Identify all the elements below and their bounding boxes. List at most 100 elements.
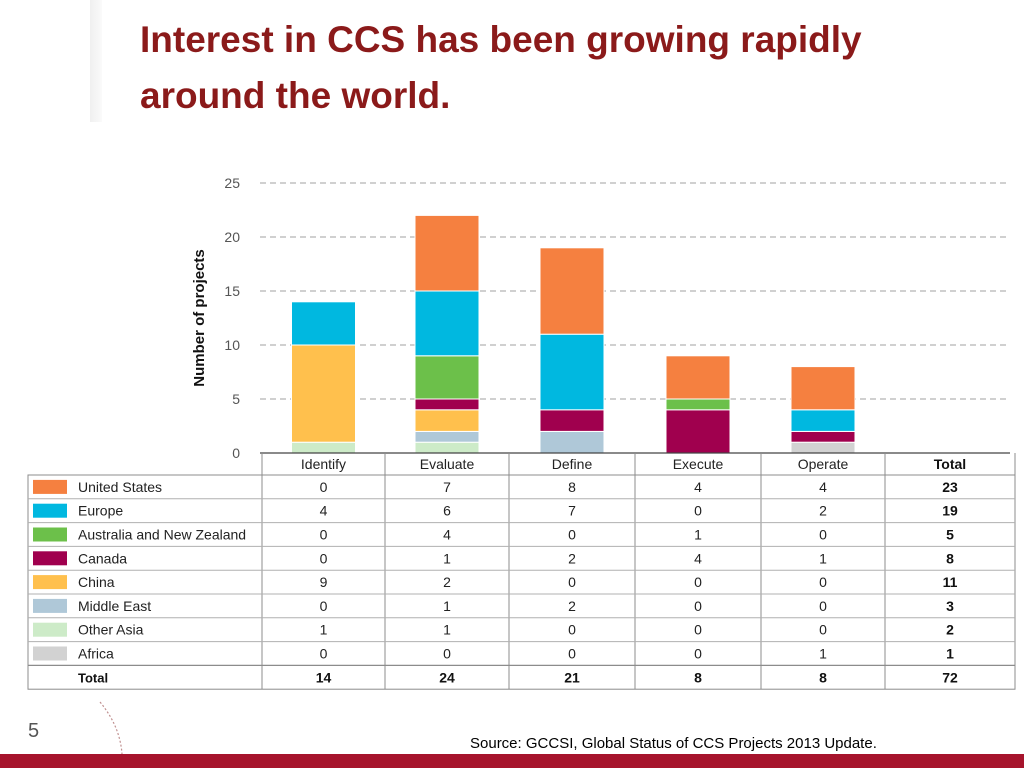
legend-swatch — [33, 622, 67, 637]
table-row-label: Australia and New Zealand — [78, 527, 246, 543]
table-cell-value: 4 — [694, 550, 702, 566]
legend-swatch — [33, 527, 67, 542]
table-cell-value: 0 — [443, 646, 451, 662]
y-tick-label: 20 — [224, 229, 240, 245]
source-note: Source: GCCSI, Global Status of CCS Proj… — [470, 735, 877, 752]
table-cell-value: 2 — [443, 574, 451, 590]
bar-segment — [790, 409, 856, 432]
table-header-evaluate: Evaluate — [420, 456, 475, 472]
table-row-total: 11 — [943, 574, 958, 590]
table-cell-value: 0 — [568, 527, 576, 543]
table-total-value: 21 — [564, 669, 580, 685]
y-tick-label: 25 — [224, 175, 240, 191]
table-cell-value: 4 — [320, 503, 328, 519]
table-cell-value: 1 — [694, 527, 702, 543]
table-row-total: 1 — [946, 646, 954, 662]
table-cell-value: 0 — [694, 622, 702, 638]
table-cell-value: 1 — [443, 550, 451, 566]
table-cell-value: 0 — [320, 527, 328, 543]
table-total-value: 14 — [316, 669, 332, 685]
table-frame — [27, 474, 1016, 690]
table-cell-value: 0 — [320, 479, 328, 495]
table-total-value: 8 — [819, 669, 827, 685]
table-cell-value: 0 — [568, 574, 576, 590]
table-row-total: 3 — [946, 598, 954, 614]
bar-segment — [414, 214, 480, 292]
table-cell-value: 6 — [443, 503, 451, 519]
table-cell-value: 1 — [443, 622, 451, 638]
bar-segment — [414, 290, 480, 357]
table-row-label: United States — [78, 479, 162, 495]
table-header-execute: Execute — [673, 456, 724, 472]
table-cell-value: 7 — [443, 479, 451, 495]
legend-swatch — [33, 503, 67, 518]
table-row-total: 19 — [942, 503, 958, 519]
legend-swatch — [33, 598, 67, 613]
table-cell-value: 0 — [694, 646, 702, 662]
table-row-total: 2 — [946, 622, 954, 638]
table-cell-value: 0 — [819, 574, 827, 590]
table-row-label: Canada — [78, 550, 127, 566]
table-header-operate: Operate — [798, 456, 849, 472]
bar-segment — [539, 409, 605, 432]
table-cell-value: 1 — [819, 646, 827, 662]
bar-segment — [539, 247, 605, 335]
legend-swatch — [33, 551, 67, 566]
bar-segment — [539, 430, 605, 454]
legend-swatch — [33, 646, 67, 661]
title-line-2: around the world. — [140, 75, 451, 116]
bar-segment — [414, 398, 480, 411]
slide-title: Interest in CCS has been growing rapidly… — [140, 12, 1000, 124]
y-tick-label: 10 — [224, 337, 240, 353]
slide-number: 5 — [28, 720, 40, 742]
table-total-label: Total — [78, 670, 108, 685]
table-header-total: Total — [934, 456, 966, 472]
bar-segment — [790, 366, 856, 411]
bar-segment — [291, 441, 356, 454]
bar-segment — [665, 398, 731, 411]
table-cell-value: 0 — [320, 646, 328, 662]
table-row-label: Europe — [78, 503, 123, 519]
table-cell-value: 4 — [694, 479, 702, 495]
table-cell-value: 0 — [694, 503, 702, 519]
y-tick-label: 5 — [232, 391, 240, 407]
table-cell-value: 4 — [819, 479, 827, 495]
table-grand-total: 72 — [942, 669, 958, 685]
title-side-accent — [90, 0, 102, 122]
footer-band — [0, 754, 1024, 768]
bar-segment — [665, 409, 731, 454]
table-cell-value: 1 — [320, 622, 328, 638]
table-cell-value: 2 — [568, 550, 576, 566]
y-axis-label: Number of projects — [191, 249, 208, 387]
table-row-total: 5 — [946, 527, 954, 543]
table-cell-value: 0 — [320, 598, 328, 614]
table-header-identify: Identify — [301, 456, 346, 472]
table-header-define: Define — [552, 456, 593, 472]
table-cell-value: 2 — [568, 598, 576, 614]
bar-segment — [414, 441, 480, 454]
table-cell-value: 9 — [320, 574, 328, 590]
bar-segment — [790, 430, 856, 443]
bar-segment — [414, 430, 480, 443]
table-cell-value: 8 — [568, 479, 576, 495]
y-tick-label: 0 — [232, 445, 240, 461]
bar-segment — [414, 355, 480, 400]
table-cell-value: 0 — [320, 550, 328, 566]
table-row-total: 8 — [946, 550, 954, 566]
table-row-label: China — [78, 574, 115, 590]
bar-segment — [665, 355, 731, 400]
table-cell-value: 4 — [443, 527, 451, 543]
table-row-label: Other Asia — [78, 622, 144, 638]
table-row-label: Middle East — [78, 598, 151, 614]
y-tick-label: 15 — [224, 283, 240, 299]
title-line-1: Interest in CCS has been growing rapidly — [140, 19, 862, 60]
table-cell-value: 1 — [443, 598, 451, 614]
bar-segment — [790, 441, 856, 454]
table-total-value: 8 — [694, 669, 702, 685]
bar-segment — [291, 344, 356, 443]
bar-segment — [291, 301, 356, 346]
table-row-label: Africa — [78, 646, 114, 662]
table-cell-value: 7 — [568, 503, 576, 519]
table-cell-value: 0 — [568, 646, 576, 662]
